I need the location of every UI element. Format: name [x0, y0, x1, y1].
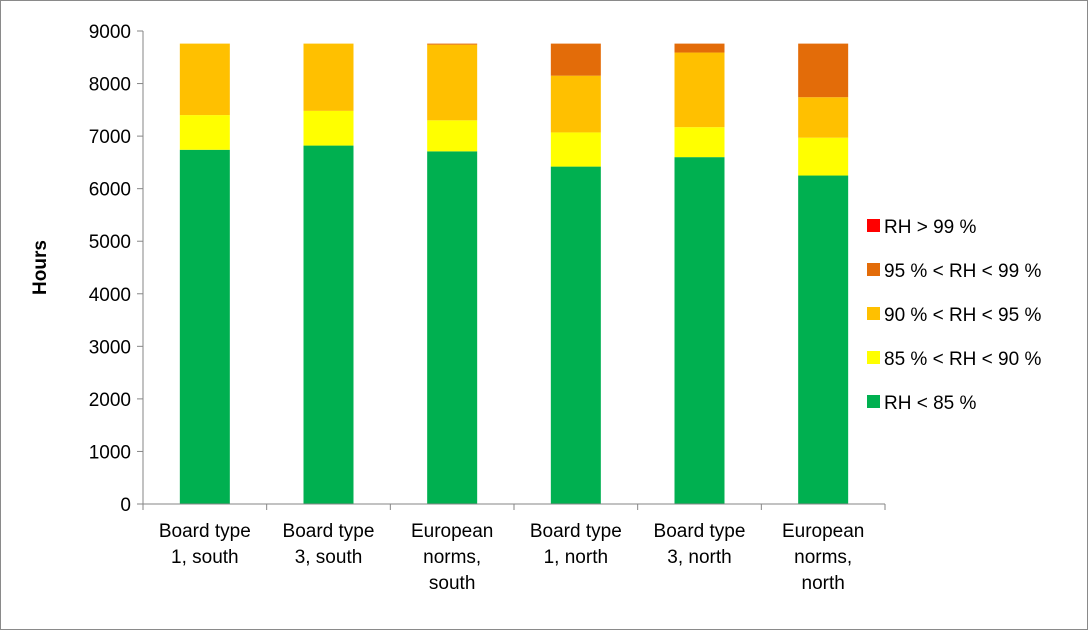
- bar-segment: [303, 110, 354, 146]
- y-tick-label: 1000: [89, 442, 131, 463]
- legend-item: 85 % < RH < 90 %: [867, 349, 1041, 370]
- bar-segment: [179, 149, 230, 504]
- bar-segment: [179, 115, 230, 150]
- x-tick-label: Board type 1, north: [530, 521, 622, 568]
- bar-segment: [674, 52, 725, 128]
- bar-segment: [674, 43, 725, 53]
- bar-segment: [427, 151, 478, 504]
- bar-segment: [550, 166, 601, 504]
- bar-segment: [798, 137, 849, 176]
- legend-item: 90 % < RH < 95 %: [867, 305, 1041, 326]
- bar-segment: [427, 120, 478, 152]
- y-tick-label: 0: [120, 495, 131, 516]
- x-axis: Board type 1, south Board type 3, south Euro…: [142, 503, 886, 594]
- bar-segment: [427, 43, 478, 45]
- legend: RH > 99 % 95 % < RH < 99 % 90 % < RH < 95 …: [867, 217, 1041, 414]
- bar-segment: [674, 157, 725, 504]
- legend-item: RH < 85 %: [867, 393, 977, 414]
- legend-swatch: [867, 395, 880, 408]
- legend-swatch: [867, 307, 880, 320]
- legend-item: 95 % < RH < 99 %: [867, 261, 1041, 282]
- y-tick-label: 4000: [89, 285, 131, 306]
- bar-segment: [798, 97, 849, 138]
- bar-segment: [179, 43, 230, 116]
- y-axis-title: Hours: [30, 240, 51, 295]
- x-tick-label: European norms, north: [782, 521, 864, 594]
- x-tick-label: Board type 3, north: [654, 521, 746, 568]
- bar-segment: [798, 43, 849, 98]
- y-tick-label: 9000: [89, 22, 131, 43]
- x-tick-label: Board type 3, south: [283, 521, 375, 568]
- legend-label: RH < 85 %: [884, 393, 977, 414]
- y-tick-label: 8000: [89, 75, 131, 96]
- bar-segment: [550, 75, 601, 133]
- legend-label: 90 % < RH < 95 %: [884, 305, 1041, 326]
- legend-swatch: [867, 263, 880, 276]
- legend-swatch: [867, 351, 880, 364]
- x-tick-label: Board type 1, south: [159, 521, 251, 568]
- y-tick-label: 2000: [89, 390, 131, 411]
- y-tick-label: 3000: [89, 337, 131, 358]
- bar-segment: [303, 145, 354, 504]
- bar-segment: [798, 175, 849, 504]
- bar-segment: [303, 43, 354, 111]
- y-tick-label: 7000: [89, 127, 131, 148]
- x-tick-label: European norms, south: [411, 521, 493, 594]
- legend-swatch: [867, 219, 880, 232]
- bar-segment: [550, 132, 601, 167]
- plot-area: [179, 43, 849, 504]
- bar-segment: [674, 127, 725, 158]
- y-tick-label: 6000: [89, 180, 131, 201]
- y-tick-label: 5000: [89, 232, 131, 253]
- legend-label: RH > 99 %: [884, 217, 977, 238]
- legend-label: 85 % < RH < 90 %: [884, 349, 1041, 370]
- bar-segment: [427, 44, 478, 121]
- y-axis: 0 1000 2000 3000 4000 5000 6000 7000 8000 9000: [89, 22, 144, 516]
- legend-item: RH > 99 %: [867, 217, 977, 238]
- bar-segment: [550, 43, 601, 76]
- legend-label: 95 % < RH < 99 %: [884, 261, 1041, 282]
